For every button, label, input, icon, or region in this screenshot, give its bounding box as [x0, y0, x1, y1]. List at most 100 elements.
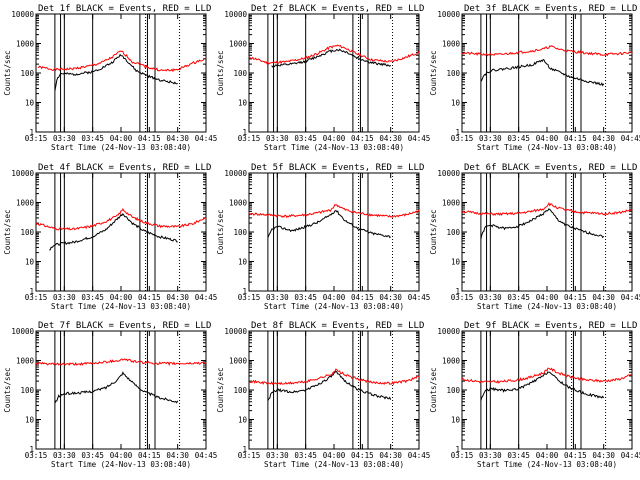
y-tick-label: 1 — [242, 287, 247, 296]
y-tick-label: 10000 — [11, 327, 34, 336]
x-tick-label: 04:30 — [166, 134, 189, 143]
plot-frame — [248, 13, 420, 133]
y-tick-label: 10000 — [437, 10, 460, 19]
plot-title: Det 8f BLACK = Events, RED = LLD — [251, 321, 424, 331]
y-tick-label: 100 — [446, 228, 460, 237]
x-tick-label: 04:45 — [621, 451, 640, 460]
y-tick-label: 10 — [25, 416, 35, 425]
y-axis-label: Counts/sec — [216, 209, 225, 254]
x-tick-label: 04:00 — [110, 293, 133, 302]
y-tick-label: 1 — [455, 128, 460, 137]
x-tick-label: 03:15 — [238, 134, 261, 143]
panel-det-1: Det 1f BLACK = Events, RED = LLD 1 10 100 10… — [3, 4, 217, 152]
x-tick-label: 03:30 — [266, 134, 289, 143]
lld-series-line — [35, 358, 207, 366]
x-axis-label: Start Time (24-Nov-13 03:08:40) — [264, 302, 404, 311]
y-tick-label: 100 — [446, 386, 460, 395]
x-tick-label: 03:30 — [53, 293, 76, 302]
events-series-line — [271, 48, 392, 68]
plot-frame — [248, 172, 420, 292]
y-tick-label: 10 — [238, 258, 248, 267]
y-tick-label: 10 — [238, 99, 248, 108]
events-series-line — [49, 213, 178, 251]
y-axis-label: Counts/sec — [3, 209, 12, 254]
y-tick-label: 1000 — [16, 357, 35, 366]
y-tick-label: 10000 — [11, 169, 34, 178]
x-tick-label: 04:45 — [621, 134, 640, 143]
lld-series-line — [248, 203, 420, 219]
x-tick-label: 03:15 — [25, 293, 48, 302]
x-tick-label: 03:30 — [53, 451, 76, 460]
lld-series-line — [461, 202, 633, 217]
plot-title: Det 2f BLACK = Events, RED = LLD — [251, 4, 424, 14]
x-tick-label: 03:30 — [479, 134, 502, 143]
x-tick-label: 03:15 — [25, 134, 48, 143]
x-tick-label: 04:30 — [592, 293, 615, 302]
y-tick-label: 10 — [451, 99, 461, 108]
y-axis-label: Counts/sec — [429, 367, 438, 412]
x-tick-label: 04:30 — [379, 451, 402, 460]
y-tick-label: 10 — [451, 258, 461, 267]
lld-series-line — [461, 45, 633, 57]
y-tick-label: 1000 — [229, 357, 248, 366]
x-tick-label: 03:15 — [451, 451, 474, 460]
x-tick-label: 04:15 — [564, 293, 587, 302]
x-tick-label: 04:15 — [138, 293, 161, 302]
x-tick-label: 03:45 — [81, 134, 104, 143]
y-tick-label: 10 — [25, 99, 35, 108]
x-tick-label: 04:30 — [592, 451, 615, 460]
plot-title: Det 6f BLACK = Events, RED = LLD — [464, 163, 637, 173]
lld-series-line — [35, 207, 207, 231]
x-tick-label: 03:45 — [294, 451, 317, 460]
x-tick-label: 03:15 — [25, 451, 48, 460]
panel-det-4: Det 4f BLACK = Events, RED = LLD 1 10 100 10… — [3, 163, 217, 311]
plot-frame — [35, 330, 207, 450]
x-tick-label: 03:45 — [294, 134, 317, 143]
x-tick-label: 04:45 — [408, 451, 431, 460]
x-tick-label: 04:00 — [536, 293, 559, 302]
y-axis-label: Counts/sec — [429, 209, 438, 254]
x-tick-label: 04:15 — [351, 293, 374, 302]
panel-det-9: Det 9f BLACK = Events, RED = LLD 1 10 100 10… — [429, 321, 640, 469]
plot-title: Det 1f BLACK = Events, RED = LLD — [38, 4, 211, 14]
x-tick-label: 03:30 — [479, 451, 502, 460]
x-tick-label: 03:30 — [266, 293, 289, 302]
plot-frame — [35, 172, 207, 292]
panel-det-5: Det 5f BLACK = Events, RED = LLD 1 10 100 10… — [216, 163, 430, 311]
x-tick-label: 03:15 — [238, 293, 261, 302]
x-tick-label: 04:00 — [536, 134, 559, 143]
y-tick-label: 1 — [455, 287, 460, 296]
y-tick-label: 10000 — [224, 327, 247, 336]
x-tick-label: 04:15 — [564, 134, 587, 143]
events-series-line — [480, 371, 605, 401]
x-axis-label: Start Time (24-Nov-13 03:08:40) — [264, 460, 404, 469]
y-axis-label: Counts/sec — [3, 367, 12, 412]
plot-title: Det 9f BLACK = Events, RED = LLD — [464, 321, 637, 331]
x-axis-label: Start Time (24-Nov-13 03:08:40) — [51, 143, 191, 152]
y-tick-label: 100 — [20, 69, 34, 78]
x-tick-label: 03:30 — [266, 451, 289, 460]
events-series-line — [267, 370, 392, 402]
x-tick-label: 04:45 — [195, 451, 218, 460]
events-series-line — [54, 53, 178, 92]
events-series-line — [480, 58, 605, 87]
x-tick-label: 04:30 — [379, 134, 402, 143]
events-series-line — [480, 208, 605, 240]
x-tick-label: 03:15 — [451, 293, 474, 302]
y-tick-label: 1000 — [229, 199, 248, 208]
x-tick-label: 04:15 — [138, 134, 161, 143]
y-tick-label: 1 — [29, 445, 34, 454]
y-tick-label: 10000 — [437, 169, 460, 178]
plot-title: Det 4f BLACK = Events, RED = LLD — [38, 163, 211, 173]
x-tick-label: 04:15 — [351, 451, 374, 460]
y-tick-label: 1000 — [442, 40, 461, 49]
x-tick-label: 04:30 — [166, 293, 189, 302]
y-tick-label: 10000 — [11, 10, 34, 19]
y-tick-label: 10000 — [224, 169, 247, 178]
y-axis-label: Counts/sec — [429, 50, 438, 95]
panel-det-6: Det 6f BLACK = Events, RED = LLD 1 10 100 10… — [429, 163, 640, 311]
x-tick-label: 03:45 — [294, 293, 317, 302]
x-tick-label: 03:15 — [238, 451, 261, 460]
panel-det-7: Det 7f BLACK = Events, RED = LLD 1 10 100 10… — [3, 321, 217, 469]
